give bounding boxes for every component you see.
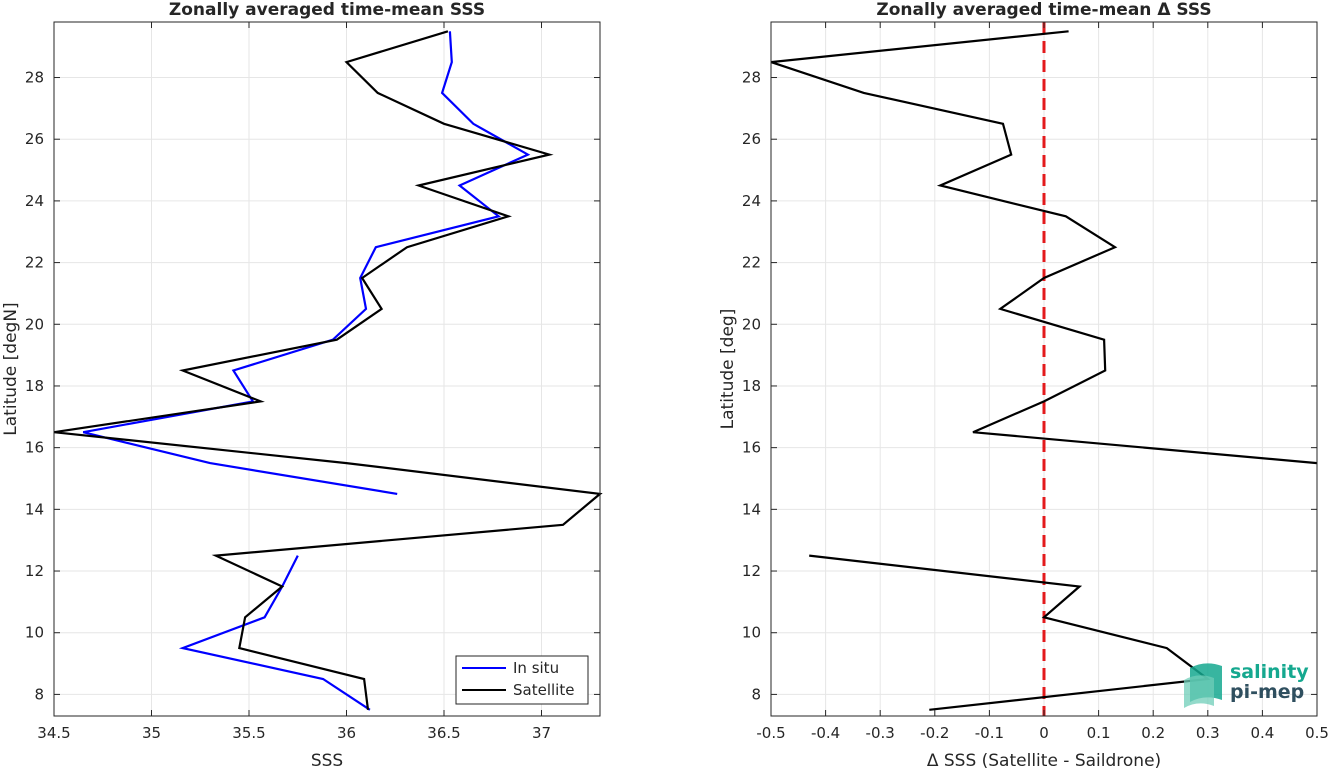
- sss-x-tick-label: 35.5: [232, 724, 265, 742]
- sss-series: [53, 30, 603, 711]
- delta-y-tick-label: 14: [742, 500, 761, 518]
- delta-x-tick-label: -0.5: [756, 724, 785, 742]
- delta-y-tick-label: 24: [742, 192, 761, 210]
- delta-x-tick-label: 0.3: [1196, 724, 1220, 742]
- delta-x-tick-label: 0.4: [1250, 724, 1274, 742]
- sss-axes-box: [53, 21, 601, 717]
- sss-y-tick-label: 10: [25, 624, 44, 642]
- delta-x-tick-label: -0.4: [811, 724, 840, 742]
- delta-x-tick-label: 0.2: [1141, 724, 1165, 742]
- delta-y-tick-label: 20: [742, 315, 761, 333]
- delta-y-tick-label: 16: [742, 439, 761, 457]
- delta-y-axis-label: Latitude [deg]: [718, 309, 738, 430]
- sss-x-tick-label: 34.5: [37, 724, 70, 742]
- sss-y-tick-label: 24: [25, 192, 44, 210]
- sss-y-tick-label: 22: [25, 254, 44, 272]
- delta-series-line-delta: [770, 30, 1318, 711]
- delta-x-tick-label: 0.5: [1305, 724, 1329, 742]
- delta-y-tick-label: 18: [742, 377, 761, 395]
- sss-y-tick-label: 26: [25, 130, 44, 148]
- logo-text-pi-mep: pi-mep: [1230, 681, 1304, 703]
- sss-x-tick-label: 36.5: [427, 724, 460, 742]
- sss-series-line-satellite: [53, 30, 603, 710]
- sss-x-axis-label: SSS: [311, 751, 343, 769]
- sss-y-tick-label: 16: [25, 439, 44, 457]
- sss-ticks: 34.5 35 35.5 36 36.5 37 8 10 12 14 16 18 20 22 24 26 28: [25, 22, 600, 742]
- delta-x-tick-label: 0: [1039, 724, 1049, 742]
- legend-label-satellite: Satellite: [513, 681, 574, 699]
- delta-x-tick-label: -0.2: [920, 724, 949, 742]
- logo-text-salinity: salinity: [1230, 661, 1309, 683]
- sss-x-tick-label: 37: [532, 724, 551, 742]
- sss-y-tick-label: 18: [25, 377, 44, 395]
- delta-x-tick-label: -0.3: [866, 724, 895, 742]
- delta-x-tick-label: 0.1: [1087, 724, 1111, 742]
- delta-y-tick-label: 10: [742, 624, 761, 642]
- delta-series: [770, 22, 1318, 716]
- sss-y-tick-label: 14: [25, 500, 44, 518]
- delta-y-tick-label: 26: [742, 130, 761, 148]
- sss-chart-title: Zonally averaged time-mean SSS: [169, 0, 485, 20]
- sss-y-tick-label: 12: [25, 562, 44, 580]
- sss-y-axis-label: Latitude [degN]: [1, 302, 21, 435]
- delta-chart-title: Zonally averaged time-mean Δ SSS: [876, 0, 1211, 20]
- delta-y-tick-label: 28: [742, 69, 761, 87]
- sss-y-tick-label: 28: [25, 69, 44, 87]
- sss-y-tick-label: 20: [25, 315, 44, 333]
- delta-x-axis-label: Δ SSS (Satellite - Saildrone): [927, 751, 1161, 769]
- delta-y-tick-label: 12: [742, 562, 761, 580]
- legend: In situ Satellite: [455, 655, 589, 705]
- legend-box: [455, 655, 589, 705]
- delta-x-tick-label: -0.1: [975, 724, 1004, 742]
- salinity-pi-mep-logo: salinity pi-mep: [1184, 661, 1309, 708]
- sss-y-tick-label: 8: [34, 685, 44, 703]
- delta-y-tick-label: 8: [751, 685, 761, 703]
- delta-y-tick-label: 22: [742, 254, 761, 272]
- logo-wave-icon-2: [1184, 675, 1214, 708]
- legend-label-in-situ: In situ: [513, 659, 559, 677]
- sss-x-tick-label: 36: [337, 724, 356, 742]
- sss-x-tick-label: 35: [142, 724, 161, 742]
- delta-sss-panel: -0.5 -0.4 -0.3 -0.2 -0.1 0 0.1 0.2 0.3 0.4 0.5 8 10 1…: [718, 0, 1329, 769]
- delta-ticks: -0.5 -0.4 -0.3 -0.2 -0.1 0 0.1 0.2 0.3 0.4 0.5 8 10 1…: [742, 22, 1329, 742]
- sss-plot-background: [54, 22, 600, 716]
- sss-panel: 34.5 35 35.5 36 36.5 37810121416182022242628 …: [1, 0, 603, 769]
- sss-series-line-in-situ: [82, 31, 531, 711]
